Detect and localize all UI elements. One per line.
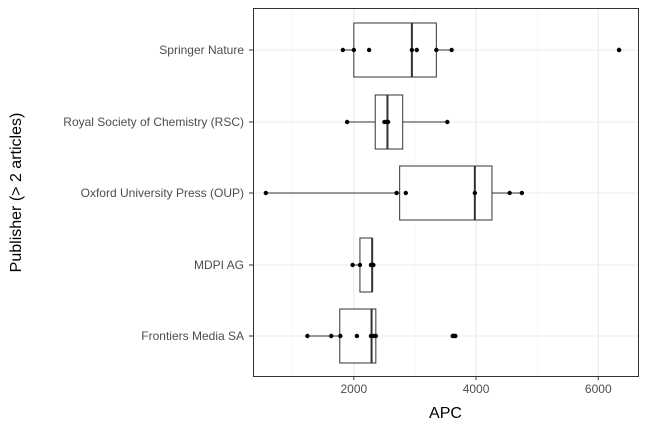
y-tick-label: Frontiers Media SA — [141, 329, 244, 343]
data-point — [263, 190, 269, 196]
data-point — [394, 190, 399, 196]
data-point — [351, 47, 357, 53]
x-tick-label: 4000 — [463, 382, 490, 396]
y-axis-ticks: Springer Nature Royal Society of Chemistr… — [63, 43, 253, 343]
data-point — [519, 190, 525, 196]
data-points — [263, 47, 622, 339]
data-point — [616, 47, 622, 53]
data-point — [344, 119, 350, 125]
box-series — [265, 22, 522, 364]
data-point — [472, 190, 478, 196]
data-point — [350, 262, 355, 268]
data-point — [329, 333, 334, 339]
data-point — [385, 119, 391, 125]
x-axis-title: APC — [429, 405, 462, 422]
data-point — [368, 333, 374, 339]
x-tick-label: 2000 — [340, 382, 367, 396]
data-point — [449, 47, 454, 53]
data-point — [371, 262, 376, 268]
data-point — [373, 333, 379, 339]
y-tick-label: Springer Nature — [159, 43, 244, 57]
data-point — [354, 333, 360, 339]
data-point — [366, 47, 372, 53]
x-tick-label: 6000 — [585, 382, 612, 396]
data-point — [340, 47, 346, 53]
box — [353, 22, 437, 78]
y-tick-label: Oxford University Press (OUP) — [81, 186, 244, 200]
box — [399, 165, 493, 221]
y-axis-title: Publisher (> 2 articles) — [8, 113, 25, 273]
data-point — [357, 262, 363, 268]
y-tick-label: Royal Society of Chemistry (RSC) — [63, 115, 244, 129]
y-tick-label: MDPI AG — [194, 258, 244, 272]
data-point — [445, 119, 450, 125]
data-point — [338, 333, 343, 339]
data-point — [453, 333, 458, 339]
data-point — [403, 190, 408, 196]
panel-border — [253, 8, 639, 377]
data-point — [305, 333, 310, 339]
data-point — [434, 47, 439, 53]
data-point — [414, 47, 419, 53]
data-point — [507, 190, 512, 196]
data-point — [409, 47, 415, 53]
x-axis-ticks: 2000 4000 6000 — [340, 376, 612, 396]
